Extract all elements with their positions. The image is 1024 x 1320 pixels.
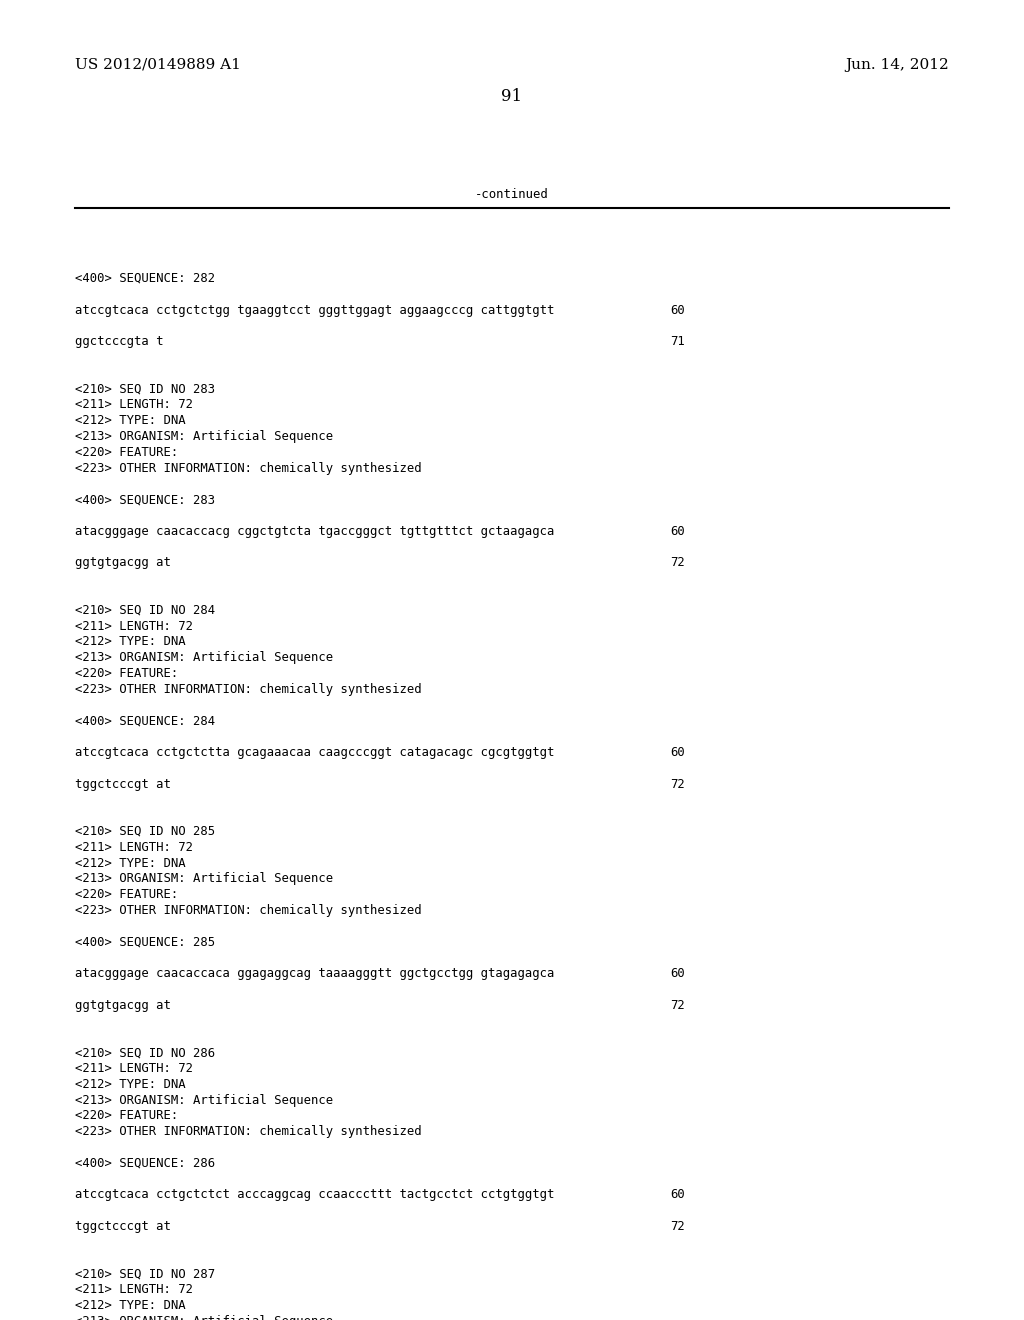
Text: 60: 60 bbox=[670, 746, 685, 759]
Text: <212> TYPE: DNA: <212> TYPE: DNA bbox=[75, 1299, 185, 1312]
Text: <212> TYPE: DNA: <212> TYPE: DNA bbox=[75, 635, 185, 648]
Text: <220> FEATURE:: <220> FEATURE: bbox=[75, 446, 178, 459]
Text: atccgtcaca cctgctctta gcagaaacaa caagcccggt catagacagc cgcgtggtgt: atccgtcaca cctgctctta gcagaaacaa caagccc… bbox=[75, 746, 554, 759]
Text: <210> SEQ ID NO 283: <210> SEQ ID NO 283 bbox=[75, 383, 215, 396]
Text: atacgggage caacaccaca ggagaggcag taaaagggtt ggctgcctgg gtagagagca: atacgggage caacaccaca ggagaggcag taaaagg… bbox=[75, 968, 554, 981]
Text: 60: 60 bbox=[670, 525, 685, 537]
Text: ggtgtgacgg at: ggtgtgacgg at bbox=[75, 557, 171, 569]
Text: <211> LENGTH: 72: <211> LENGTH: 72 bbox=[75, 399, 193, 412]
Text: atacgggage caacaccacg cggctgtcta tgaccgggct tgttgtttct gctaagagca: atacgggage caacaccacg cggctgtcta tgaccgg… bbox=[75, 525, 554, 537]
Text: <400> SEQUENCE: 285: <400> SEQUENCE: 285 bbox=[75, 936, 215, 949]
Text: atccgtcaca cctgctctct acccaggcag ccaacccttt tactgcctct cctgtggtgt: atccgtcaca cctgctctct acccaggcag ccaaccc… bbox=[75, 1188, 554, 1201]
Text: <213> ORGANISM: Artificial Sequence: <213> ORGANISM: Artificial Sequence bbox=[75, 430, 333, 444]
Text: <220> FEATURE:: <220> FEATURE: bbox=[75, 1109, 178, 1122]
Text: 72: 72 bbox=[670, 1220, 685, 1233]
Text: <213> ORGANISM: Artificial Sequence: <213> ORGANISM: Artificial Sequence bbox=[75, 1315, 333, 1320]
Text: <223> OTHER INFORMATION: chemically synthesized: <223> OTHER INFORMATION: chemically synt… bbox=[75, 462, 422, 475]
Text: <213> ORGANISM: Artificial Sequence: <213> ORGANISM: Artificial Sequence bbox=[75, 1093, 333, 1106]
Text: tggctcccgt at: tggctcccgt at bbox=[75, 777, 171, 791]
Text: tggctcccgt at: tggctcccgt at bbox=[75, 1220, 171, 1233]
Text: <211> LENGTH: 72: <211> LENGTH: 72 bbox=[75, 841, 193, 854]
Text: ggtgtgacgg at: ggtgtgacgg at bbox=[75, 999, 171, 1012]
Text: <223> OTHER INFORMATION: chemically synthesized: <223> OTHER INFORMATION: chemically synt… bbox=[75, 904, 422, 917]
Text: ggctcccgta t: ggctcccgta t bbox=[75, 335, 164, 348]
Text: 72: 72 bbox=[670, 777, 685, 791]
Text: <210> SEQ ID NO 287: <210> SEQ ID NO 287 bbox=[75, 1267, 215, 1280]
Text: Jun. 14, 2012: Jun. 14, 2012 bbox=[845, 58, 949, 73]
Text: 60: 60 bbox=[670, 304, 685, 317]
Text: <223> OTHER INFORMATION: chemically synthesized: <223> OTHER INFORMATION: chemically synt… bbox=[75, 682, 422, 696]
Text: <220> FEATURE:: <220> FEATURE: bbox=[75, 888, 178, 902]
Text: 60: 60 bbox=[670, 968, 685, 981]
Text: <400> SEQUENCE: 284: <400> SEQUENCE: 284 bbox=[75, 714, 215, 727]
Text: 91: 91 bbox=[502, 88, 522, 106]
Text: 72: 72 bbox=[670, 557, 685, 569]
Text: <213> ORGANISM: Artificial Sequence: <213> ORGANISM: Artificial Sequence bbox=[75, 873, 333, 886]
Text: <223> OTHER INFORMATION: chemically synthesized: <223> OTHER INFORMATION: chemically synt… bbox=[75, 1125, 422, 1138]
Text: <211> LENGTH: 72: <211> LENGTH: 72 bbox=[75, 619, 193, 632]
Text: <210> SEQ ID NO 284: <210> SEQ ID NO 284 bbox=[75, 603, 215, 616]
Text: <213> ORGANISM: Artificial Sequence: <213> ORGANISM: Artificial Sequence bbox=[75, 651, 333, 664]
Text: US 2012/0149889 A1: US 2012/0149889 A1 bbox=[75, 58, 241, 73]
Text: <400> SEQUENCE: 282: <400> SEQUENCE: 282 bbox=[75, 272, 215, 285]
Text: <212> TYPE: DNA: <212> TYPE: DNA bbox=[75, 1078, 185, 1090]
Text: <210> SEQ ID NO 286: <210> SEQ ID NO 286 bbox=[75, 1047, 215, 1059]
Text: -continued: -continued bbox=[475, 187, 549, 201]
Text: <220> FEATURE:: <220> FEATURE: bbox=[75, 667, 178, 680]
Text: 60: 60 bbox=[670, 1188, 685, 1201]
Text: <210> SEQ ID NO 285: <210> SEQ ID NO 285 bbox=[75, 825, 215, 838]
Text: 71: 71 bbox=[670, 335, 685, 348]
Text: <211> LENGTH: 72: <211> LENGTH: 72 bbox=[75, 1063, 193, 1074]
Text: <400> SEQUENCE: 286: <400> SEQUENCE: 286 bbox=[75, 1156, 215, 1170]
Text: 72: 72 bbox=[670, 999, 685, 1012]
Text: atccgtcaca cctgctctgg tgaaggtcct gggttggagt aggaagcccg cattggtgtt: atccgtcaca cctgctctgg tgaaggtcct gggttgg… bbox=[75, 304, 554, 317]
Text: <400> SEQUENCE: 283: <400> SEQUENCE: 283 bbox=[75, 494, 215, 506]
Text: <211> LENGTH: 72: <211> LENGTH: 72 bbox=[75, 1283, 193, 1296]
Text: <212> TYPE: DNA: <212> TYPE: DNA bbox=[75, 414, 185, 428]
Text: <212> TYPE: DNA: <212> TYPE: DNA bbox=[75, 857, 185, 870]
